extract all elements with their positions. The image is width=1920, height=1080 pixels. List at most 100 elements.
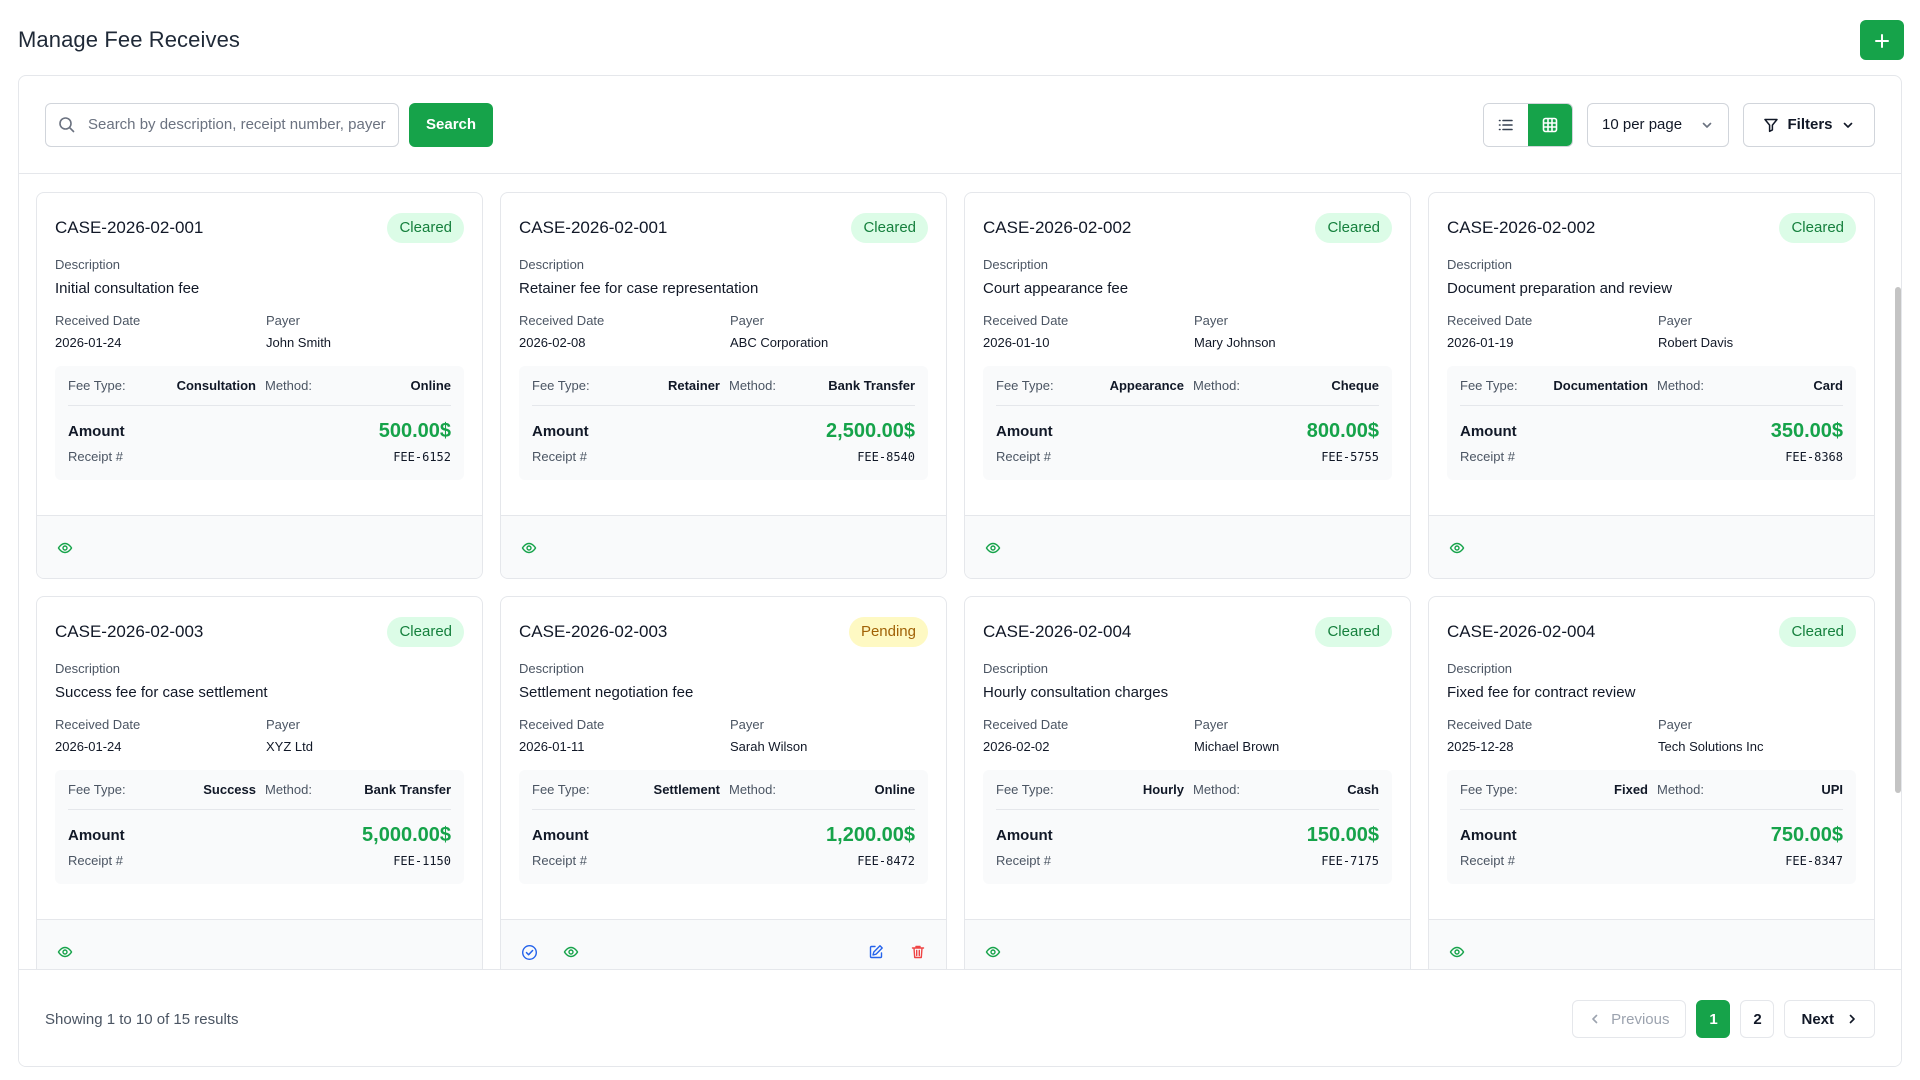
method-label: Method: [1657, 782, 1704, 797]
receipt-number: FEE-5755 [1321, 449, 1379, 464]
receipt-label: Receipt # [996, 853, 1051, 868]
page-button-2[interactable]: 2 [1740, 1000, 1775, 1038]
check-circle-icon [521, 944, 537, 960]
payer-label: Payer [730, 313, 764, 328]
fee-card: CASE-2026-02-003 Pending Description Set… [500, 596, 947, 969]
received-date-label: Received Date [1447, 717, 1533, 732]
amount-label: Amount [68, 827, 125, 844]
view-button[interactable] [519, 538, 539, 558]
per-page-value: 10 per page [1602, 116, 1683, 133]
payer-label: Payer [1194, 313, 1228, 328]
previous-label: Previous [1611, 1010, 1670, 1028]
status-badge: Cleared [387, 617, 464, 647]
method-label: Method: [265, 782, 312, 797]
description-label: Description [55, 257, 121, 272]
method-value: Card [1813, 378, 1843, 393]
filters-button[interactable]: Filters [1743, 102, 1875, 147]
amount-label: Amount [532, 423, 589, 440]
view-button[interactable] [1447, 538, 1467, 558]
method-value: Cash [1347, 782, 1379, 797]
fee-card: CASE-2026-02-002 Cleared Description Doc… [1428, 192, 1875, 579]
fee-type-label: Fee Type: [996, 782, 1054, 797]
view-button[interactable] [983, 942, 1003, 962]
next-label: Next [1801, 1010, 1834, 1028]
fee-type-label: Fee Type: [532, 782, 590, 797]
receipt-number: FEE-6152 [393, 449, 451, 464]
amount-value: 1,200.00$ [826, 824, 915, 846]
fee-type-value: Retainer [667, 378, 720, 393]
eye-icon [985, 946, 1001, 958]
method-value: Online [410, 378, 451, 393]
per-page-select[interactable]: 10 per page [1587, 102, 1729, 147]
search-icon [59, 116, 75, 132]
received-date-label: Received Date [983, 717, 1069, 732]
fee-card: CASE-2026-02-002 Cleared Description Cou… [964, 192, 1411, 579]
edit-icon [869, 945, 883, 959]
add-fee-receive-button[interactable] [1860, 20, 1904, 60]
delete-button[interactable] [908, 942, 928, 962]
description-label: Description [983, 257, 1049, 272]
edit-button[interactable] [866, 942, 886, 962]
payer-label: Payer [1658, 717, 1692, 732]
status-badge: Cleared [1315, 213, 1392, 243]
description-text: Document preparation and review [1447, 280, 1673, 297]
payer-label: Payer [1658, 313, 1692, 328]
fee-type-value: Hourly [1142, 782, 1184, 797]
status-badge: Cleared [387, 213, 464, 243]
case-number: CASE-2026-02-001 [55, 218, 204, 237]
fee-card: CASE-2026-02-004 Cleared Description Fix… [1428, 596, 1875, 969]
case-number: CASE-2026-02-001 [519, 218, 668, 237]
card-actions [1429, 919, 1874, 969]
approve-button[interactable] [519, 942, 539, 962]
card-actions [1429, 515, 1874, 578]
amount-value: 150.00$ [1306, 824, 1379, 846]
cards-scroll-area[interactable]: CASE-2026-02-001 Cleared Description Ini… [19, 175, 1901, 969]
view-button[interactable] [983, 538, 1003, 558]
scrollbar-thumb[interactable] [1895, 287, 1901, 793]
method-label: Method: [1193, 782, 1240, 797]
view-button[interactable] [55, 538, 75, 558]
card-actions [501, 919, 946, 969]
description-label: Description [519, 661, 585, 676]
filters-label: Filters [1787, 116, 1833, 133]
receipt-number: FEE-8540 [857, 449, 915, 464]
status-badge: Cleared [1315, 617, 1392, 647]
view-button[interactable] [1447, 942, 1467, 962]
search-input[interactable] [88, 116, 386, 133]
payer-value: Sarah Wilson [730, 739, 808, 754]
fee-type-value: Appearance [1109, 378, 1184, 393]
amount-label: Amount [532, 827, 589, 844]
fee-type-label: Fee Type: [68, 782, 126, 797]
page-button-1[interactable]: 1 [1696, 1000, 1731, 1038]
receipt-number: FEE-7175 [1321, 853, 1379, 868]
eye-icon [985, 542, 1001, 554]
card-actions [37, 515, 482, 578]
method-label: Method: [1193, 378, 1240, 393]
received-date-value: 2025-12-28 [1447, 739, 1514, 754]
amount-value: 5,000.00$ [362, 824, 451, 846]
search-box[interactable] [45, 102, 399, 147]
case-number: CASE-2026-02-002 [983, 218, 1132, 237]
list-view-button[interactable] [1484, 103, 1528, 146]
case-number: CASE-2026-02-003 [519, 622, 668, 641]
fee-card: CASE-2026-02-001 Cleared Description Ret… [500, 192, 947, 579]
receipt-number: FEE-8472 [857, 853, 915, 868]
received-date-label: Received Date [55, 313, 141, 328]
view-button[interactable] [561, 942, 581, 962]
receipt-label: Receipt # [1460, 853, 1515, 868]
fee-type-value: Fixed [1614, 782, 1648, 797]
fee-type-value: Success [203, 782, 256, 797]
fee-type-value: Documentation [1553, 378, 1648, 393]
grid-view-button[interactable] [1528, 103, 1572, 146]
search-button[interactable]: Search [409, 102, 494, 147]
fee-details: Fee Type: Appearance Method: Cheque Amou… [983, 366, 1392, 480]
payer-label: Payer [1194, 717, 1228, 732]
next-page-button[interactable]: Next [1784, 1000, 1875, 1038]
view-button[interactable] [55, 942, 75, 962]
eye-icon [521, 542, 537, 554]
received-date-label: Received Date [519, 313, 605, 328]
received-date-value: 2026-02-02 [983, 739, 1050, 754]
previous-page-button[interactable]: Previous [1572, 1000, 1687, 1038]
method-label: Method: [729, 782, 776, 797]
chevron-down-icon [1702, 122, 1712, 128]
